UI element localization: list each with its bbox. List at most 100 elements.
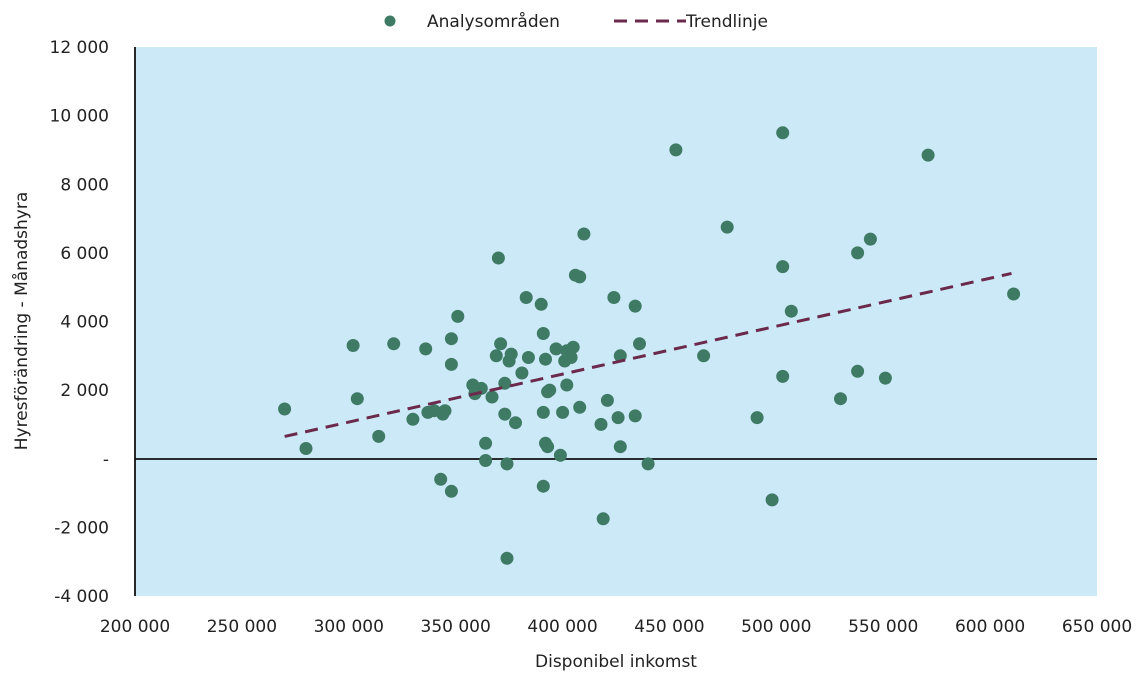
data-point — [611, 411, 625, 425]
data-point — [607, 291, 621, 304]
data-point — [776, 126, 790, 140]
y-tick-label: - — [103, 450, 109, 470]
data-point — [536, 479, 550, 493]
data-point — [498, 407, 512, 421]
data-point — [784, 304, 798, 318]
x-tick-label: 500 000 — [741, 617, 811, 637]
data-point — [633, 337, 646, 351]
data-point — [577, 227, 591, 241]
data-point — [776, 260, 790, 274]
data-point — [566, 340, 580, 354]
data-point — [697, 349, 711, 363]
data-point — [299, 442, 313, 455]
x-tick-label: 650 000 — [1062, 617, 1132, 637]
data-point — [863, 232, 877, 246]
data-point — [851, 364, 865, 378]
data-point — [596, 512, 610, 526]
data-point — [494, 337, 508, 351]
data-point — [434, 472, 448, 486]
data-point — [504, 347, 518, 361]
data-point — [720, 220, 734, 234]
x-tick-label: 300 000 — [314, 617, 384, 637]
data-point — [509, 416, 522, 430]
legend-scatter-label: Analysområden — [427, 11, 560, 32]
data-point — [573, 270, 587, 284]
data-point — [515, 366, 529, 380]
legend-scatter-marker — [384, 15, 396, 27]
data-point — [541, 440, 555, 454]
data-point — [479, 454, 493, 467]
y-tick-labels: 12 000 10 000 8 000 6 000 4 000 2 000 - -2 000 -… — [50, 38, 109, 607]
data-point — [419, 342, 433, 356]
data-point — [543, 383, 557, 397]
y-tick-label: -4 000 — [54, 587, 109, 607]
data-point — [444, 484, 458, 498]
x-tick-label: 200 000 — [100, 617, 170, 637]
data-point — [750, 411, 764, 425]
data-point — [536, 327, 550, 340]
data-point — [406, 412, 420, 426]
data-point — [1007, 287, 1021, 301]
y-tick-label: 8 000 — [60, 175, 109, 195]
x-tick-labels: 200 000 250 000 300 000 350 000 400 000 450 0… — [100, 617, 1132, 637]
data-point — [489, 349, 503, 363]
data-point — [519, 291, 533, 304]
data-point — [346, 339, 360, 352]
data-point — [765, 493, 779, 507]
data-point — [539, 352, 552, 366]
x-tick-label: 550 000 — [848, 617, 918, 637]
y-tick-label: -2 000 — [54, 518, 109, 538]
y-axis-title: Hyresförändring - Månadshyra — [11, 192, 32, 451]
data-point — [669, 143, 683, 157]
y-tick-label: 6 000 — [60, 244, 109, 264]
legend: Analysområden Trendlinje — [384, 11, 768, 32]
data-point — [600, 393, 614, 407]
y-tick-label: 4 000 — [60, 313, 109, 333]
data-point — [387, 337, 401, 351]
data-point — [491, 251, 505, 265]
data-point — [534, 297, 548, 311]
data-point — [444, 332, 458, 346]
trendline — [284, 271, 1012, 438]
data-point — [628, 299, 642, 313]
data-point — [921, 148, 935, 162]
x-tick-label: 350 000 — [421, 617, 491, 637]
data-point — [451, 309, 465, 323]
data-point — [776, 369, 790, 383]
data-point — [556, 405, 570, 419]
data-point — [878, 371, 892, 385]
x-axis-title: Disponibel inkomst — [535, 652, 697, 672]
data-point — [500, 457, 514, 471]
data-point — [536, 405, 550, 419]
x-tick-label: 600 000 — [955, 617, 1025, 637]
data-point — [851, 246, 865, 260]
data-point — [485, 390, 499, 404]
data-point — [560, 378, 574, 392]
data-point — [479, 436, 493, 450]
data-point — [372, 429, 386, 443]
x-tick-label: 450 000 — [634, 617, 704, 637]
x-tick-label: 400 000 — [527, 617, 597, 637]
x-tick-label: 250 000 — [207, 617, 277, 637]
data-point — [573, 400, 587, 414]
data-point — [553, 448, 567, 462]
y-tick-label: 12 000 — [50, 38, 109, 58]
data-point — [628, 409, 642, 423]
data-point — [564, 351, 578, 364]
data-point — [350, 392, 364, 406]
y-tick-label: 10 000 — [50, 107, 109, 127]
data-point — [278, 402, 292, 416]
data-point — [438, 404, 452, 418]
data-point — [613, 440, 627, 454]
data-point — [521, 351, 535, 364]
data-point — [444, 357, 458, 371]
legend-trend-label: Trendlinje — [685, 12, 768, 32]
data-point — [594, 417, 608, 431]
data-point — [834, 392, 847, 406]
data-points — [278, 126, 1021, 565]
y-tick-label: 2 000 — [60, 381, 109, 401]
data-point — [549, 342, 563, 356]
plot-area — [135, 47, 1097, 596]
data-point — [641, 457, 655, 471]
